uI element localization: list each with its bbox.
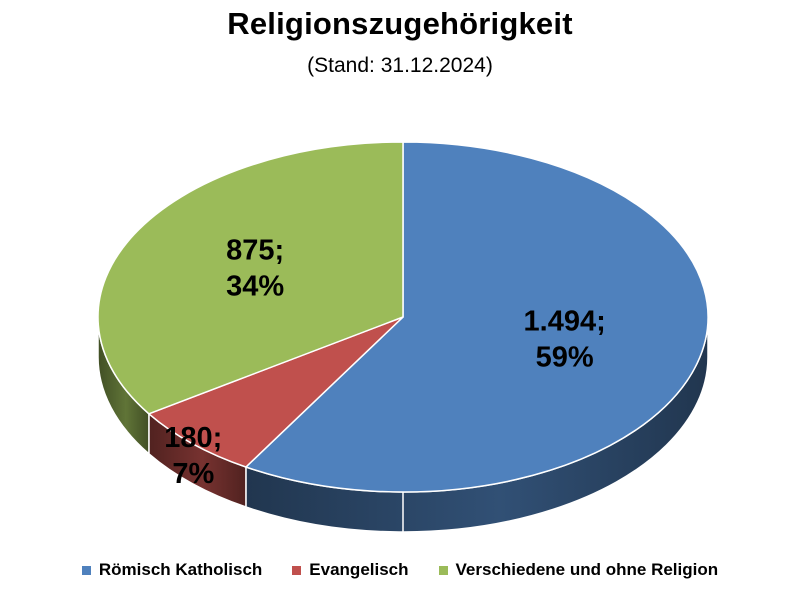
chart-subtitle: (Stand: 31.12.2024) (307, 54, 493, 77)
legend-swatch-verschiedene (438, 565, 448, 575)
legend-swatch-evangelisch (292, 565, 302, 575)
pie-slice-2[interactable] (97, 141, 404, 415)
legend-label: Verschiedene und ohne Religion (455, 560, 719, 579)
data-label-1: 180; 7% (164, 422, 222, 490)
legend-swatch-roemisch-katholisch (81, 565, 91, 575)
pie-slice-1[interactable] (147, 316, 404, 468)
legend-item-evangelisch[interactable]: Evangelisch (292, 560, 409, 580)
chart-legend: Römisch Katholisch Evangelisch Verschied… (0, 560, 800, 580)
legend-item-roemisch-katholisch[interactable]: Römisch Katholisch (81, 560, 263, 580)
legend-item-verschiedene[interactable]: Verschiedene und ohne Religion (438, 560, 719, 580)
pie-slice-0[interactable] (244, 141, 709, 493)
legend-label: Römisch Katholisch (98, 560, 263, 579)
chart-title: Religionszugehörigkeit (227, 6, 573, 41)
legend-label: Evangelisch (309, 560, 409, 579)
data-label-0: 1.494; 59% (524, 306, 606, 374)
data-label-2: 875; 34% (226, 235, 284, 303)
